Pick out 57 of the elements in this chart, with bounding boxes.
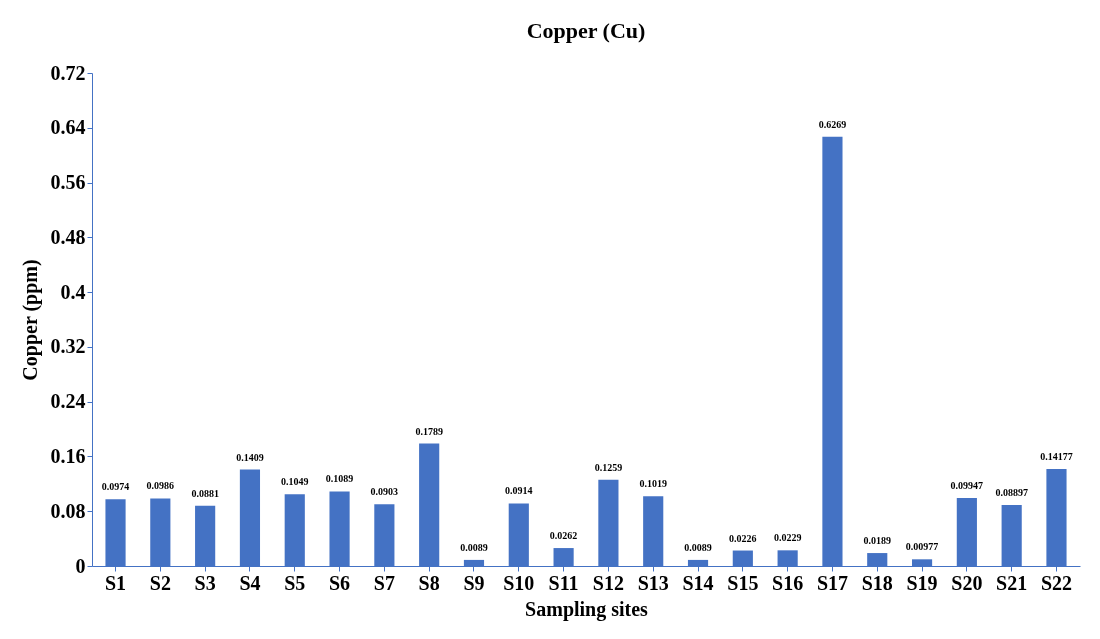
data-label: 0.1789 bbox=[415, 425, 443, 437]
data-label: 0.14177 bbox=[1040, 450, 1073, 462]
x-tick-label: S7 bbox=[373, 571, 395, 594]
y-tick-label: 0.72 bbox=[50, 61, 86, 84]
x-axis-title: Sampling sites bbox=[525, 597, 649, 621]
y-tick-label: 0.64 bbox=[50, 116, 86, 139]
data-label: 0.0226 bbox=[729, 532, 757, 544]
data-label: 0.1259 bbox=[594, 461, 623, 473]
data-label: 0.0229 bbox=[773, 532, 802, 544]
y-tick-label: 0.16 bbox=[50, 444, 86, 467]
y-tick-label: 0.08 bbox=[50, 499, 86, 522]
data-label: 0.1089 bbox=[325, 473, 354, 485]
x-tick-label: S17 bbox=[816, 571, 848, 594]
x-tick-label: S15 bbox=[727, 571, 759, 594]
data-label: 0.1049 bbox=[281, 476, 309, 488]
y-tick-label: 0.48 bbox=[50, 225, 86, 248]
x-tick-label: S9 bbox=[463, 571, 485, 594]
data-label: 0.0986 bbox=[146, 480, 175, 492]
data-label: 0.6269 bbox=[818, 118, 847, 130]
y-tick-label: 0.24 bbox=[50, 390, 86, 413]
x-tick-label: S4 bbox=[239, 571, 261, 594]
x-tick-label: S18 bbox=[861, 571, 893, 594]
y-tick-label: 0.56 bbox=[50, 171, 86, 194]
x-tick-label: S21 bbox=[996, 571, 1028, 594]
data-label: 0.00977 bbox=[905, 541, 939, 553]
x-tick-label: S3 bbox=[194, 571, 216, 594]
x-tick-label: S20 bbox=[951, 571, 983, 594]
x-tick-label: S12 bbox=[592, 571, 624, 594]
x-tick-label: S14 bbox=[682, 571, 714, 594]
x-tick-label: S22 bbox=[1040, 571, 1073, 594]
data-label: 0.0089 bbox=[684, 541, 712, 553]
chart-title: Copper (Cu) bbox=[526, 18, 646, 43]
data-label: 0.0089 bbox=[460, 541, 488, 553]
data-label: 0.0262 bbox=[549, 530, 578, 542]
x-tick-label: S8 bbox=[418, 571, 440, 594]
y-tick-label: 0 bbox=[75, 554, 86, 577]
data-label: 0.08897 bbox=[995, 487, 1028, 499]
data-label: 0.0914 bbox=[505, 485, 533, 497]
data-label: 0.0903 bbox=[370, 486, 399, 498]
x-tick-label: S19 bbox=[906, 571, 938, 594]
x-tick-label: S5 bbox=[284, 571, 306, 594]
x-tick-label: S16 bbox=[772, 571, 804, 594]
y-tick-label: 0.32 bbox=[50, 335, 86, 358]
x-tick-label: S11 bbox=[548, 571, 579, 594]
y-axis-title: Copper (ppm) bbox=[18, 259, 42, 381]
data-label: 0.1409 bbox=[236, 451, 264, 463]
x-tick-label: S6 bbox=[329, 571, 351, 594]
data-label: 0.0974 bbox=[101, 481, 130, 493]
y-tick-label: 0.4 bbox=[60, 280, 86, 303]
data-label: 0.09947 bbox=[950, 479, 984, 491]
data-label: 0.1019 bbox=[639, 478, 667, 490]
data-label: 0.0189 bbox=[863, 535, 891, 547]
x-tick-label: S2 bbox=[149, 571, 171, 594]
x-tick-label: S13 bbox=[637, 571, 669, 594]
x-tick-label: S1 bbox=[104, 571, 127, 594]
x-tick-label: S10 bbox=[503, 571, 535, 594]
data-label: 0.0881 bbox=[191, 487, 219, 499]
